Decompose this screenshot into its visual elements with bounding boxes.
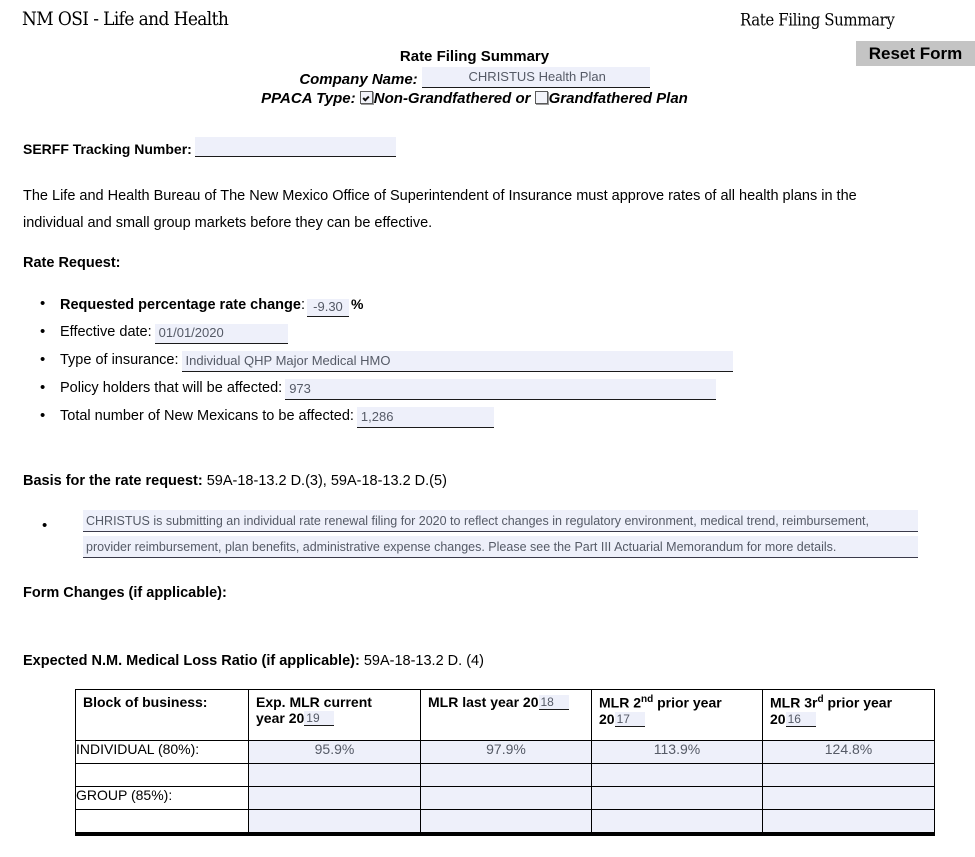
serff-tracking-label: SERFF Tracking Number: — [23, 141, 192, 157]
basis-line-1: CHRISTUS is submitting an individual rat… — [83, 510, 918, 532]
column-header-text: Block of business: — [83, 694, 208, 710]
list-item: Requested percentage rate change:-9.30% — [40, 292, 960, 320]
ppaca-type-row: PPACA Type: Non-Grandfathered or Grandfa… — [0, 90, 949, 107]
mlr-last-year-input[interactable]: 18 — [538, 695, 569, 710]
checkbox-non-grandfathered-icon[interactable] — [359, 91, 373, 104]
row-label-blank-2 — [75, 809, 249, 836]
mlr-3rd-prior-year-input[interactable]: 16 — [785, 711, 816, 727]
rate-request-heading: Rate Request: — [23, 255, 121, 271]
cell-blank2-last[interactable] — [420, 809, 592, 836]
effective-date-input[interactable]: 01/01/2020 — [154, 324, 288, 344]
basis-heading: Basis for the rate request: — [23, 473, 203, 489]
cell-blank1-last[interactable] — [420, 763, 592, 787]
column-header-superscript: d — [817, 694, 824, 705]
column-header-text-2: prior year — [823, 694, 893, 711]
cell-blank1-2nd-prior[interactable] — [591, 763, 763, 787]
cell-individual-3rd-prior[interactable]: 124.8% — [762, 740, 935, 764]
cell-blank2-3rd-prior[interactable] — [762, 809, 935, 836]
column-header-text-2: prior year — [653, 694, 722, 711]
effective-date-label: Effective date — [60, 324, 148, 340]
table-header-row: Block of business: Exp. MLR current year… — [75, 689, 935, 741]
mlr-table: Block of business: Exp. MLR current year… — [75, 689, 935, 836]
mlr-heading: Expected N.M. Medical Loss Ratio (if app… — [23, 653, 360, 669]
exp-mlr-current-year-input[interactable]: 19 — [304, 711, 335, 726]
policy-holders-colon: : — [278, 380, 283, 396]
column-header-text: MLR 3r — [770, 694, 818, 711]
total-new-mexicans-colon: : — [349, 408, 354, 424]
table-row: GROUP (85%): — [75, 786, 935, 810]
cell-individual-current[interactable]: 95.9% — [248, 740, 421, 764]
requested-rate-change-label: Requested percentage rate change — [60, 297, 301, 313]
row-label-group: GROUP (85%): — [75, 786, 249, 810]
agency-header: NM OSI - Life and Health — [22, 8, 229, 31]
basis-heading-row: Basis for the rate request: 59A-18-13.2 … — [23, 473, 447, 489]
table-row: INDIVIDUAL (80%): 95.9% 97.9% 113.9% 124… — [75, 740, 935, 764]
row-label-blank-1 — [75, 763, 249, 787]
percent-sign: % — [350, 296, 364, 312]
cell-blank2-current[interactable] — [248, 809, 421, 836]
mlr-2nd-prior-year-input[interactable]: 17 — [614, 711, 645, 727]
company-name-label: Company Name: — [299, 71, 418, 88]
column-header-text-3: 20 — [599, 710, 615, 727]
company-name-row: Company Name: CHRISTUS Health Plan — [0, 67, 949, 88]
total-new-mexicans-input[interactable]: 1,286 — [356, 407, 494, 428]
list-item: Effective date:01/01/2020 — [40, 320, 960, 348]
form-changes-heading: Form Changes (if applicable): — [23, 585, 227, 601]
cell-individual-last[interactable]: 97.9% — [420, 740, 592, 764]
ppaca-option-grandfathered-label: Grandfathered Plan — [548, 90, 688, 107]
checkbox-grandfathered-icon[interactable] — [534, 91, 548, 104]
policy-holders-input[interactable]: 973 — [285, 379, 717, 400]
column-header-text-2: year 20 — [256, 710, 305, 726]
list-item: Policy holders that will be affected:973 — [40, 376, 960, 404]
mlr-heading-row: Expected N.M. Medical Loss Ratio (if app… — [23, 653, 484, 669]
company-name-input[interactable]: CHRISTUS Health Plan — [421, 67, 650, 88]
serff-tracking-input[interactable] — [194, 137, 396, 157]
list-item: Total number of New Mexicans to be affec… — [40, 404, 960, 432]
cell-blank2-2nd-prior[interactable] — [591, 809, 763, 836]
cell-blank1-3rd-prior[interactable] — [762, 763, 935, 787]
mlr-citation: 59A-18-13.2 D. (4) — [363, 653, 484, 669]
cell-blank1-current[interactable] — [248, 763, 421, 787]
ppaca-option-non-grandfathered-label: Non-Grandfathered — [373, 90, 512, 107]
basis-textarea[interactable]: CHRISTUS is submitting an individual rat… — [83, 510, 918, 558]
policy-holders-label: Policy holders that will be affected — [60, 380, 279, 396]
total-new-mexicans-label: Total number of New Mexicans to be affec… — [60, 408, 350, 424]
requested-rate-change-colon: : — [300, 297, 305, 313]
cell-individual-2nd-prior[interactable]: 113.9% — [591, 740, 763, 764]
table-row — [75, 809, 935, 836]
basis-bullet-icon: • — [42, 517, 48, 534]
column-header-text: MLR 2 — [599, 694, 641, 711]
column-header-exp-mlr-current-year: Exp. MLR current year 20 19 — [248, 689, 421, 741]
requested-rate-change-input[interactable]: -9.30 — [306, 299, 349, 317]
document-header-label: Rate Filing Summary — [740, 10, 895, 31]
type-of-insurance-colon: : — [174, 352, 179, 368]
intro-paragraph: The Life and Health Bureau of The New Me… — [23, 188, 857, 231]
ppaca-type-label: PPACA Type: — [261, 90, 356, 107]
serff-tracking-row: SERFF Tracking Number: — [23, 137, 396, 157]
column-header-text: MLR last year 20 — [428, 694, 539, 710]
column-header-block-of-business: Block of business: — [75, 689, 249, 741]
page-title: Rate Filing Summary — [399, 48, 550, 65]
ppaca-conjunction: or — [515, 90, 531, 107]
column-header-text: Exp. MLR current — [256, 694, 372, 710]
effective-date-colon: : — [147, 324, 152, 340]
column-header-superscript: nd — [641, 694, 654, 705]
column-header-mlr-3rd-prior-year: MLR 3rd prior year 20 16 — [762, 689, 935, 741]
cell-group-current[interactable] — [248, 786, 421, 810]
row-label-individual: INDIVIDUAL (80%): — [75, 740, 249, 764]
column-header-mlr-last-year: MLR last year 20 18 — [420, 689, 592, 741]
cell-group-3rd-prior[interactable] — [762, 786, 935, 810]
rate-request-list: Requested percentage rate change:-9.30% … — [23, 292, 960, 432]
column-header-mlr-2nd-prior-year: MLR 2nd prior year 20 17 — [591, 689, 763, 741]
cell-group-last[interactable] — [420, 786, 592, 810]
column-header-text-3: 20 — [770, 710, 786, 727]
basis-citation: 59A-18-13.2 D.(3), 59A-18-13.2 D.(5) — [206, 473, 447, 489]
cell-group-2nd-prior[interactable] — [591, 786, 763, 810]
basis-line-2: provider reimbursement, plan benefits, a… — [83, 536, 918, 558]
list-item: Type of insurance:Individual QHP Major M… — [40, 348, 960, 376]
type-of-insurance-label: Type of insurance — [60, 352, 175, 368]
reset-form-button[interactable]: Reset Form — [856, 41, 975, 66]
type-of-insurance-input[interactable]: Individual QHP Major Medical HMO — [181, 351, 733, 372]
table-row — [75, 763, 935, 787]
